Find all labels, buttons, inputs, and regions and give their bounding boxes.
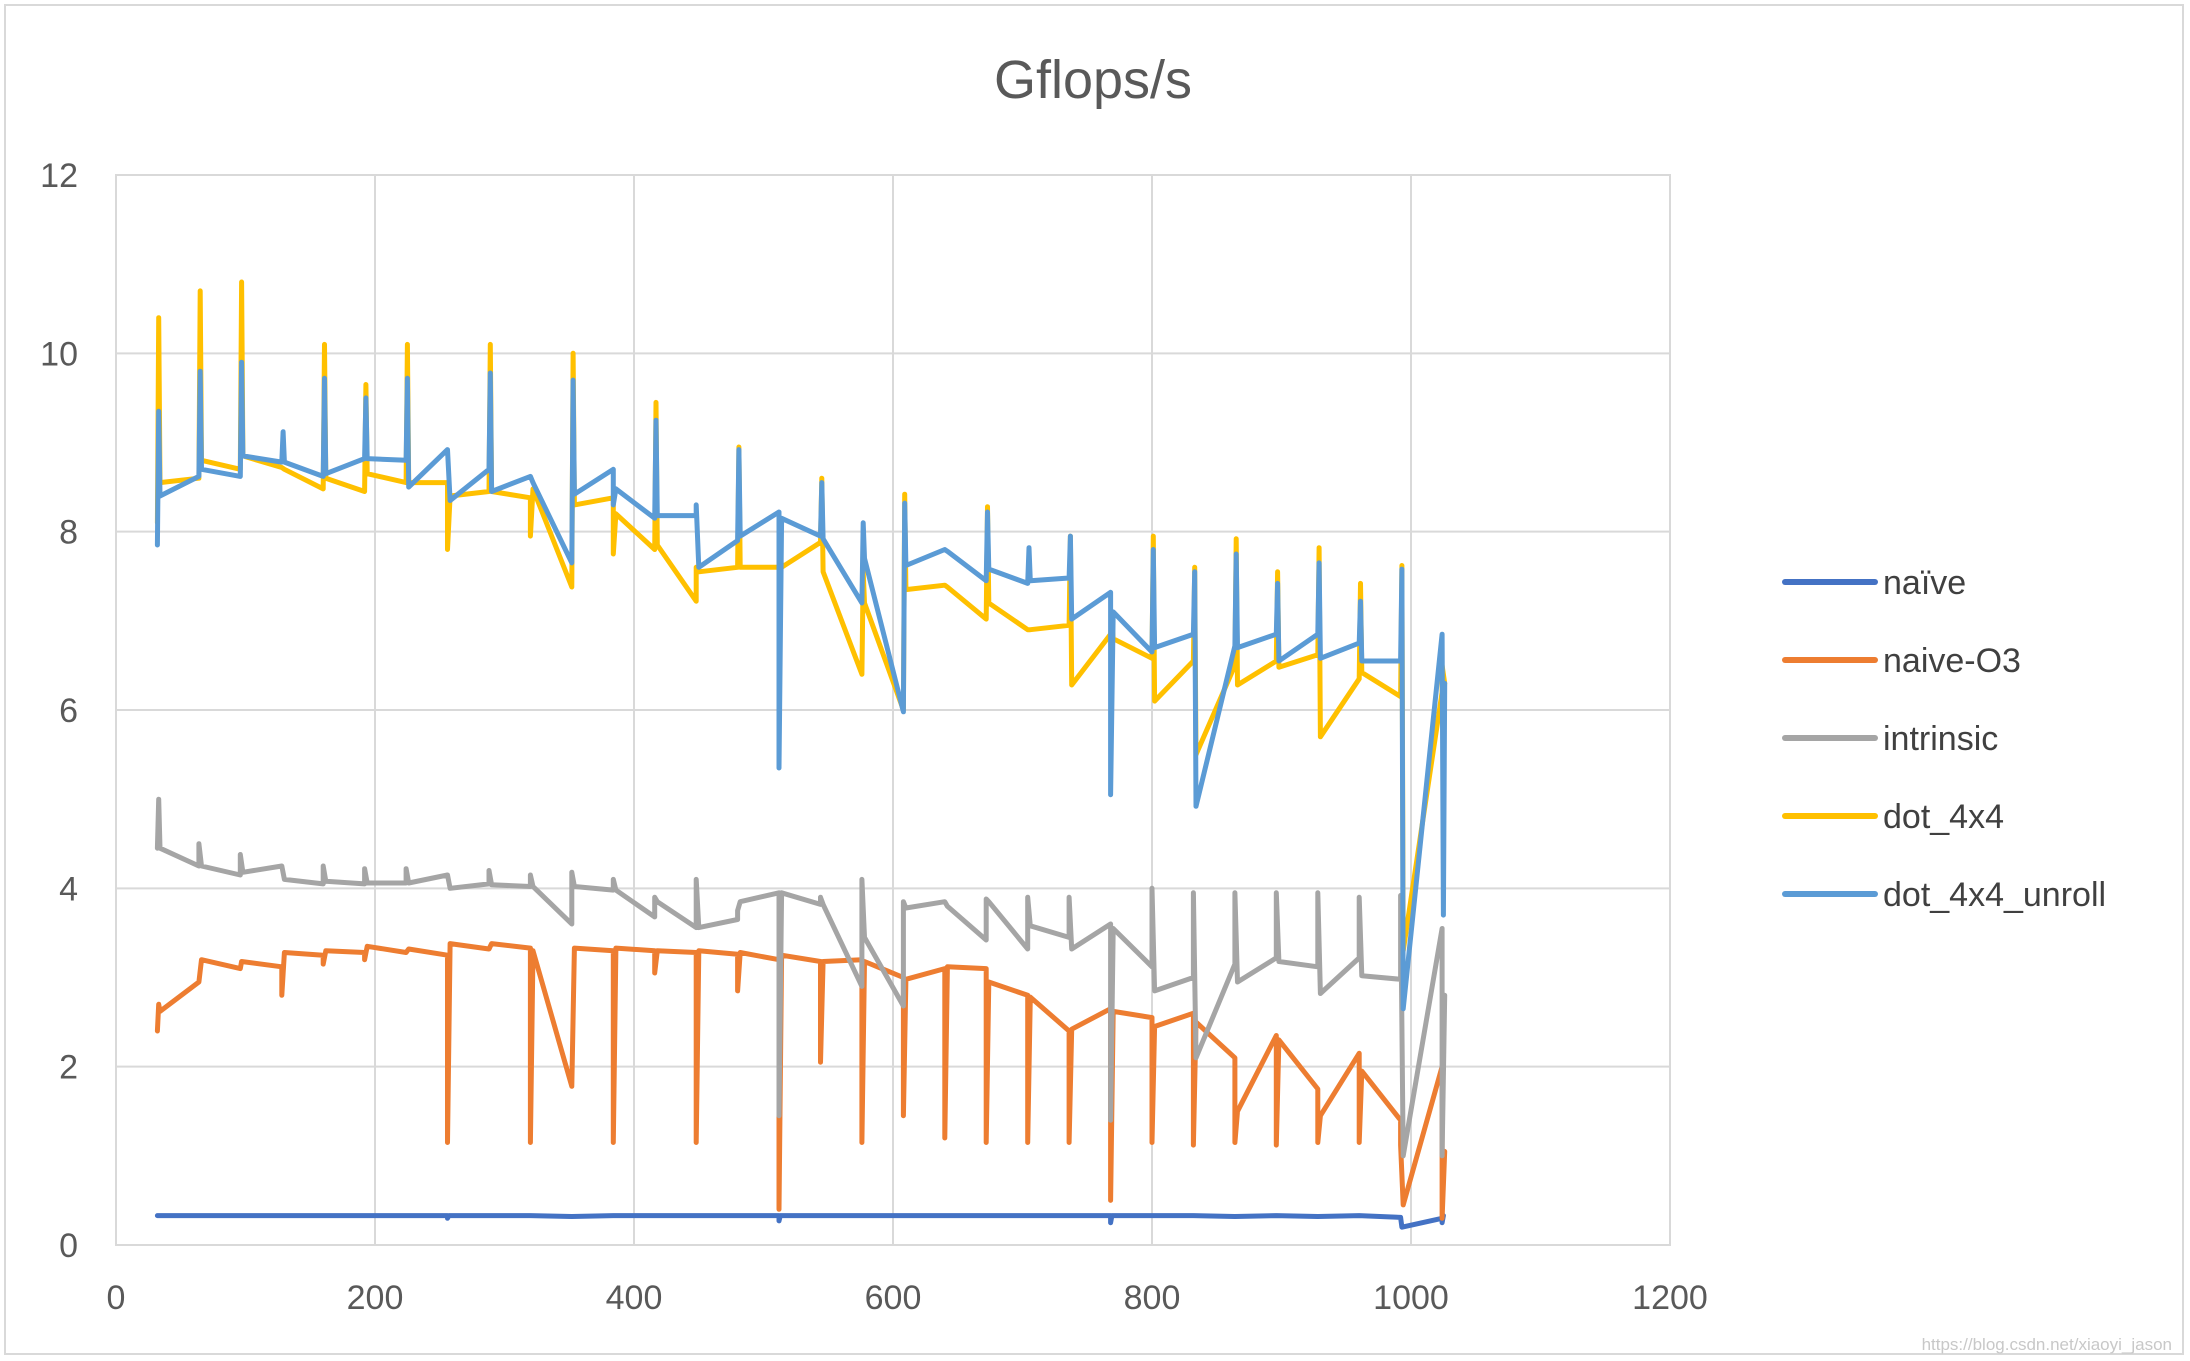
- plot-area-border: [115, 174, 1671, 1246]
- y-tick-label: 0: [59, 1227, 78, 1265]
- y-tick-label: 8: [59, 514, 78, 552]
- x-tick-label: 600: [865, 1279, 922, 1317]
- axis-tick-labels: 0 2 4 6 8 10 12 0 200 400 600 800 1000 1200: [40, 157, 1708, 1317]
- series-line-3: [154, 279, 1448, 954]
- x-tick-label: 400: [606, 1279, 663, 1317]
- legend-entry-label: dot_4x4_unroll: [1883, 876, 2106, 914]
- legend-entry-label: naïve: [1883, 564, 1966, 602]
- x-tick-label: 0: [107, 1279, 126, 1317]
- series-line-1: [154, 941, 1448, 1221]
- chart-frame: [4, 4, 2184, 1355]
- y-tick-label: 2: [59, 1049, 78, 1087]
- y-tick-label: 4: [59, 870, 78, 908]
- series-line-4: [154, 359, 1448, 1012]
- x-tick-label: 800: [1124, 1279, 1181, 1317]
- series-line-0: [154, 1213, 1446, 1230]
- series-layer: [154, 279, 1448, 1230]
- legend-entry-label: naive-O3: [1883, 642, 2021, 680]
- series-line-2: [154, 796, 1448, 1159]
- chart-title: Gflops/s: [994, 50, 1192, 110]
- y-tick-label: 12: [40, 157, 78, 195]
- legend: naïve naive-O3 intrinsic dot_4x4 dot_4x4_unr…: [1782, 564, 2106, 914]
- legend-entry-label: dot_4x4: [1883, 798, 2004, 836]
- y-tick-label: 6: [59, 692, 78, 730]
- x-tick-label: 1200: [1632, 1279, 1708, 1317]
- x-tick-label: 200: [347, 1279, 404, 1317]
- y-tick-label: 10: [40, 335, 78, 373]
- legend-entry-label: intrinsic: [1883, 720, 1998, 758]
- x-tick-label: 1000: [1373, 1279, 1449, 1317]
- watermark-text: https://blog.csdn.net/xiaoyi_jason: [1922, 1335, 2172, 1354]
